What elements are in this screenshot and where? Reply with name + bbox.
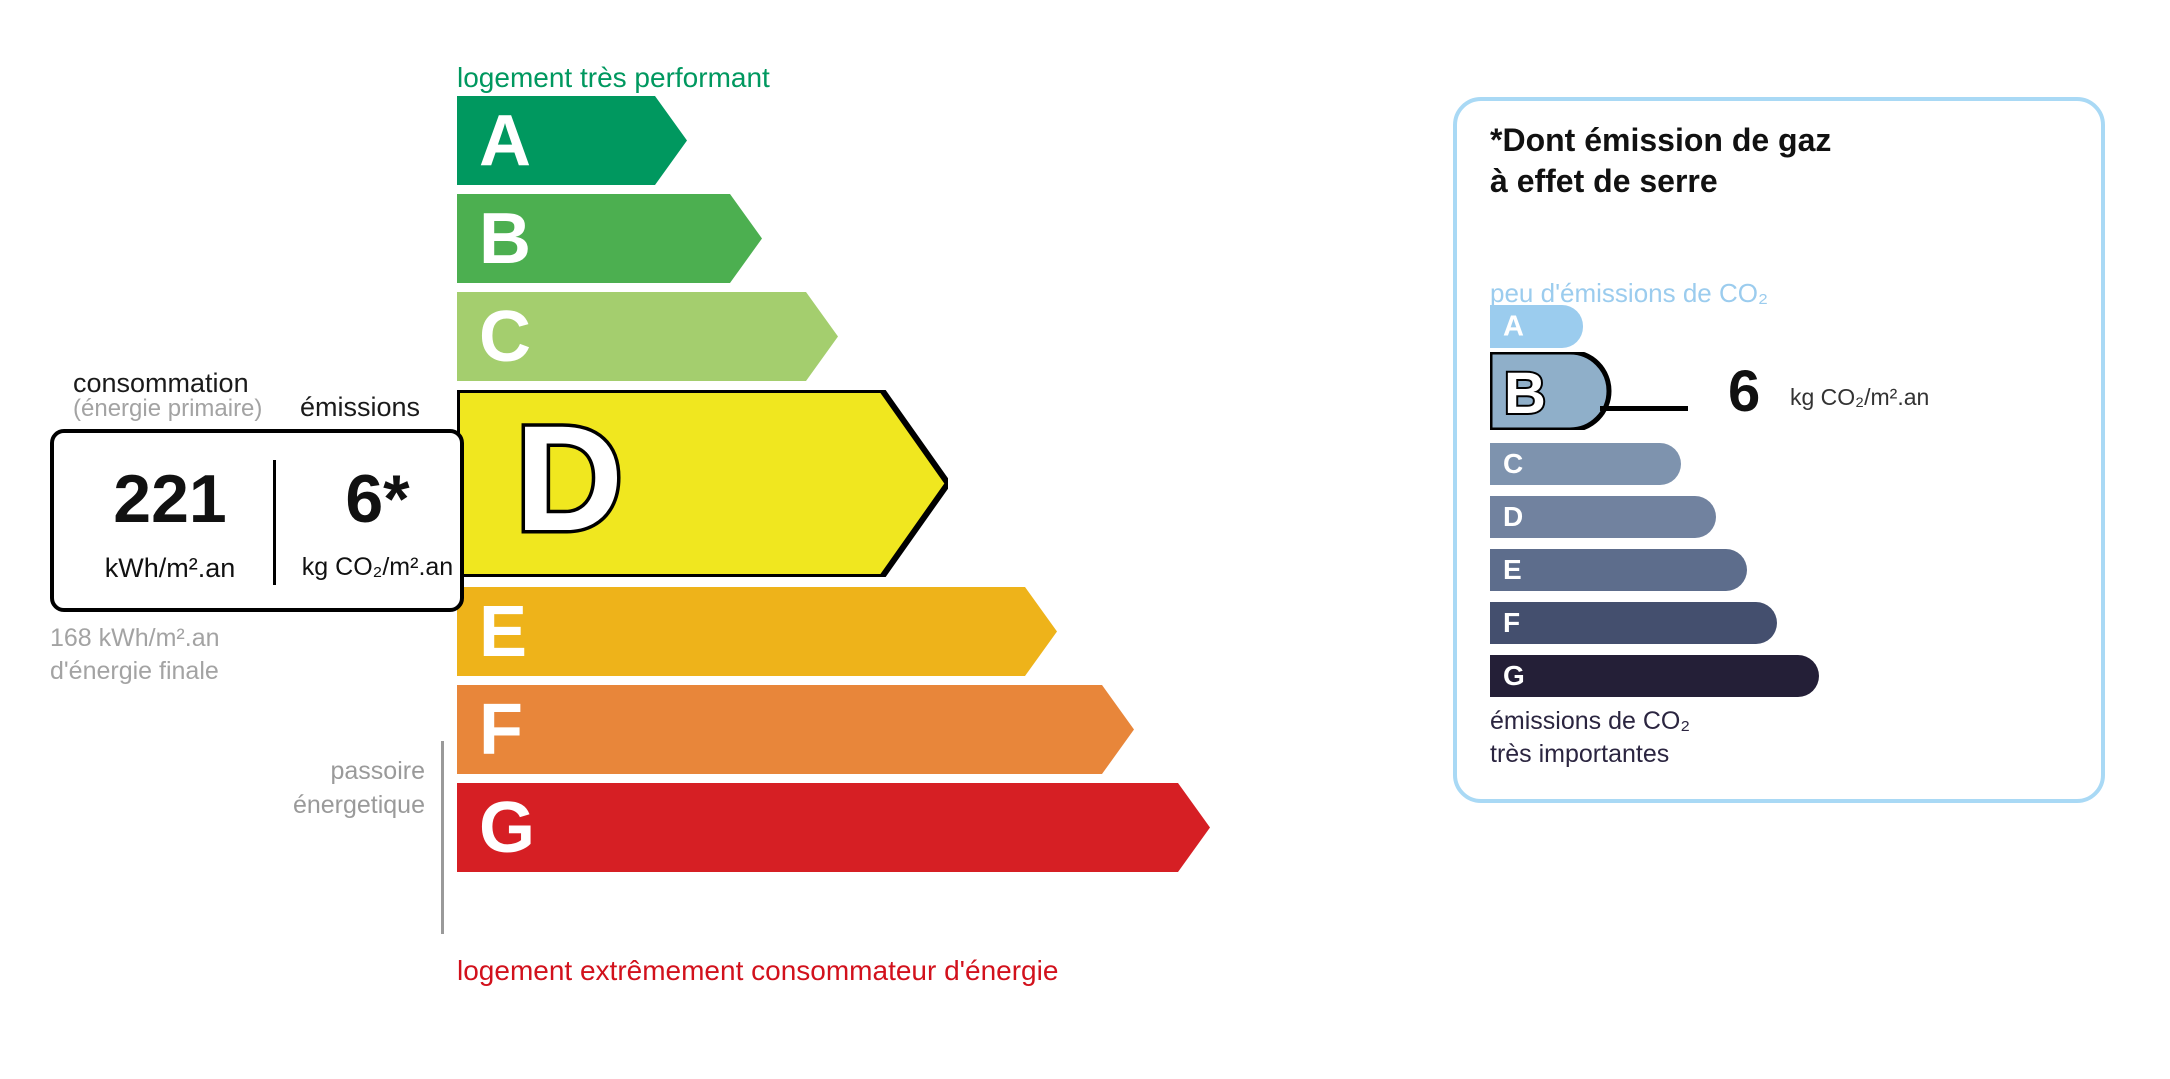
svg-text:B: B: [1504, 361, 1546, 426]
svg-text:D: D: [515, 394, 623, 562]
